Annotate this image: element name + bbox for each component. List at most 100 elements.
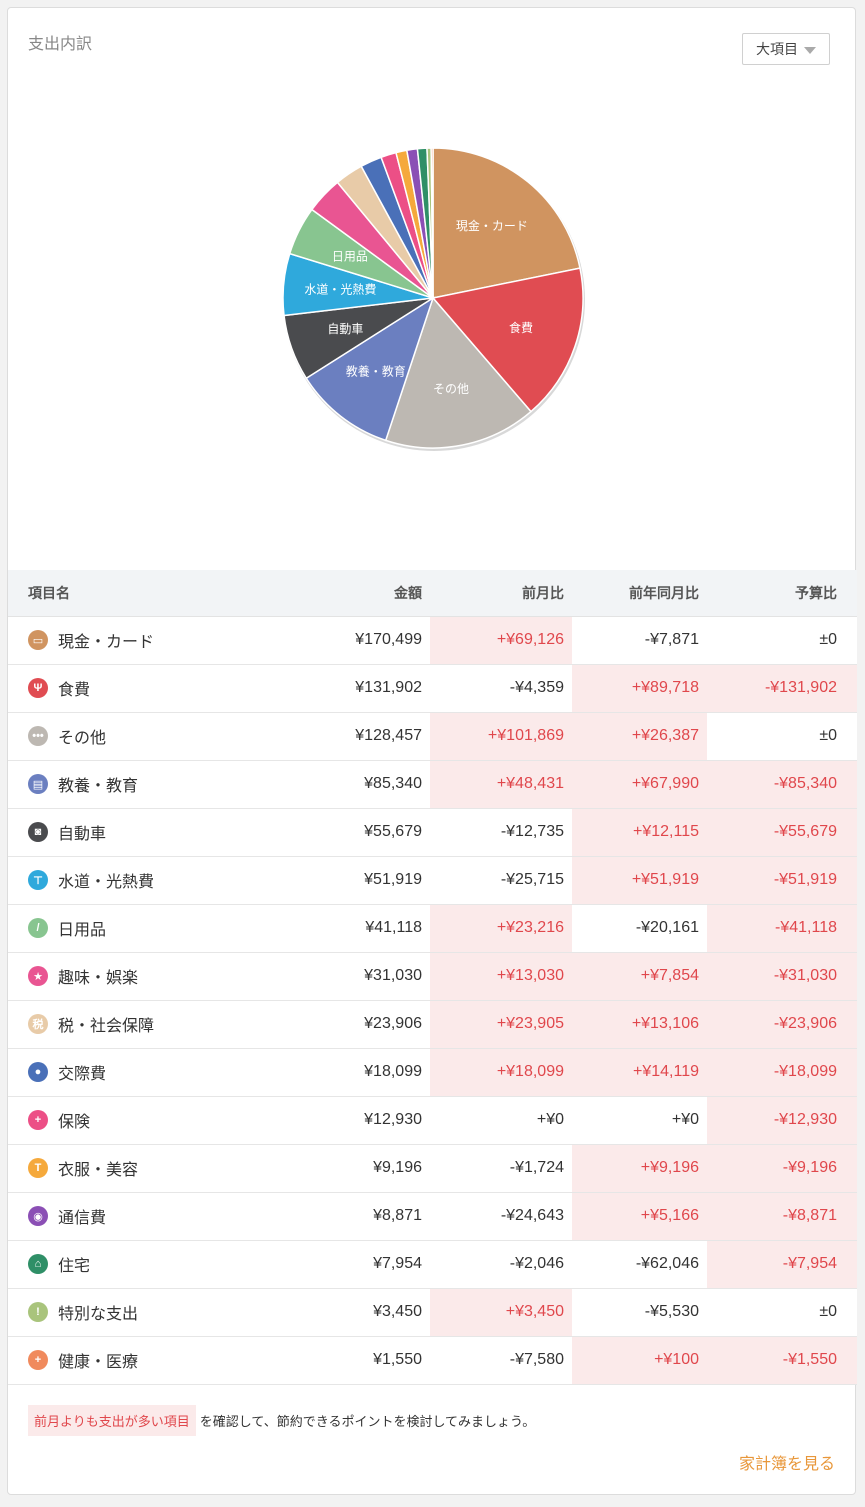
- cell-amount: ¥8,871: [288, 1192, 430, 1241]
- item-name-wrap: ! 特別な支出: [28, 1300, 288, 1324]
- cell-budget-ratio: -¥131,902: [707, 664, 857, 713]
- item-name-wrap: ● 交際費: [28, 1060, 288, 1084]
- item-name-wrap: 税税・社会保障: [28, 1012, 288, 1036]
- cell-item-name: ⊤ 水道・光熱費: [8, 856, 288, 905]
- faucet-icon: ⊤: [28, 870, 48, 890]
- category-label: 保険: [58, 1114, 91, 1131]
- cell-item-name: + 健康・医療: [8, 1336, 288, 1385]
- cell-item-name: ★ 趣味・娯楽: [8, 952, 288, 1001]
- antenna-icon: ◉: [28, 1206, 48, 1226]
- cell-month-over-month: +¥0: [430, 1096, 572, 1145]
- category-label: 自動車: [58, 826, 107, 843]
- cell-budget-ratio: -¥1,550: [707, 1336, 857, 1385]
- cell-amount: ¥3,450: [288, 1288, 430, 1337]
- item-name-wrap: + 健康・医療: [28, 1348, 288, 1372]
- item-name-wrap: ◉ 通信費: [28, 1204, 288, 1228]
- pie-slice[interactable]: [304, 296, 434, 442]
- table-row[interactable]: ★ 趣味・娯楽 ¥31,030 +¥13,030 +¥7,854 -¥31,030: [8, 952, 857, 1001]
- pie-slice-label: 日用品: [331, 249, 367, 263]
- view-household-ledger-link[interactable]: 家計簿を見る: [738, 1454, 835, 1473]
- item-name-wrap: / 日用品: [28, 916, 288, 940]
- table-row[interactable]: / 日用品 ¥41,118 +¥23,216 -¥20,161 -¥41,118: [8, 904, 857, 953]
- category-label: 教養・教育: [58, 778, 139, 795]
- cell-year-over-year: -¥20,161: [572, 904, 707, 953]
- table-row[interactable]: ▭ 現金・カード ¥170,499 +¥69,126 -¥7,871 ±0: [8, 616, 857, 665]
- cell-month-over-month: -¥25,715: [430, 856, 572, 905]
- pie-slice[interactable]: [384, 296, 532, 449]
- cell-month-over-month: -¥2,046: [430, 1240, 572, 1289]
- cell-item-name: ● 交際費: [8, 1048, 288, 1097]
- book-icon: ▤: [28, 774, 48, 794]
- table-row[interactable]: ! 特別な支出 ¥3,450 +¥3,450 -¥5,530 ±0: [8, 1288, 857, 1337]
- cell-budget-ratio: -¥85,340: [707, 760, 857, 809]
- footnote: 前月よりも支出が多い項目 を確認して、節約できるポイントを検討してみましょう。: [28, 1405, 535, 1436]
- pie-slice[interactable]: [431, 267, 584, 413]
- table-row[interactable]: ▤ 教養・教育 ¥85,340 +¥48,431 +¥67,990 -¥85,340: [8, 760, 857, 809]
- header-item-name[interactable]: 項目名: [8, 570, 288, 617]
- pie-slice[interactable]: [429, 147, 434, 299]
- tax-icon: 税: [28, 1014, 48, 1034]
- cell-month-over-month: +¥101,869: [430, 712, 572, 761]
- header-budget-ratio[interactable]: 予算比: [707, 570, 857, 617]
- cell-amount: ¥7,954: [288, 1240, 430, 1289]
- pie-slice-label: その他: [433, 382, 469, 396]
- category-label: 特別な支出: [58, 1306, 139, 1323]
- cell-year-over-year: -¥62,046: [572, 1240, 707, 1289]
- category-label: 日用品: [58, 922, 107, 939]
- header-month-over-month[interactable]: 前月比: [430, 570, 572, 617]
- table-row[interactable]: ⌂ 住宅 ¥7,954 -¥2,046 -¥62,046 -¥7,954: [8, 1240, 857, 1289]
- cell-month-over-month: +¥69,126: [430, 616, 572, 665]
- cell-budget-ratio: ±0: [707, 616, 857, 665]
- cell-budget-ratio: -¥12,930: [707, 1096, 857, 1145]
- expense-breakdown-card: 支出内訳 大項目 現金・カード 食費 その他 教養・教育 自動車 水道・光熱費 日用品 項目…: [7, 7, 857, 1495]
- cell-year-over-year: +¥0: [572, 1096, 707, 1145]
- header-amount[interactable]: 金額: [288, 570, 430, 617]
- cell-item-name: / 日用品: [8, 904, 288, 953]
- table-row[interactable]: + 健康・医療 ¥1,550 -¥7,580 +¥100 -¥1,550: [8, 1336, 857, 1385]
- cell-amount: ¥128,457: [288, 712, 430, 761]
- cell-year-over-year: +¥13,106: [572, 1000, 707, 1049]
- table-row[interactable]: ◙ 自動車 ¥55,679 -¥12,735 +¥12,115 -¥55,679: [8, 808, 857, 857]
- cell-budget-ratio: -¥23,906: [707, 1000, 857, 1049]
- cell-year-over-year: +¥7,854: [572, 952, 707, 1001]
- cell-year-over-year: +¥26,387: [572, 712, 707, 761]
- cell-amount: ¥85,340: [288, 760, 430, 809]
- cell-amount: ¥131,902: [288, 664, 430, 713]
- table-row[interactable]: ⊤ 水道・光熱費 ¥51,919 -¥25,715 +¥51,919 -¥51,919: [8, 856, 857, 905]
- chevron-down-icon: [804, 46, 816, 54]
- cell-year-over-year: +¥5,166: [572, 1192, 707, 1241]
- wallet-icon: ▭: [28, 630, 48, 650]
- header-year-over-year[interactable]: 前年同月比: [572, 570, 707, 617]
- item-name-wrap: ••• その他: [28, 724, 288, 748]
- table-row[interactable]: ● 交際費 ¥18,099 +¥18,099 +¥14,119 -¥18,099: [8, 1048, 857, 1097]
- table-row[interactable]: 税税・社会保障 ¥23,906 +¥23,905 +¥13,106 -¥23,906: [8, 1000, 857, 1049]
- pie-slice[interactable]: [431, 147, 581, 299]
- item-name-wrap: ★ 趣味・娯楽: [28, 964, 288, 988]
- cell-amount: ¥31,030: [288, 952, 430, 1001]
- table-row[interactable]: ••• その他 ¥128,457 +¥101,869 +¥26,387 ±0: [8, 712, 857, 761]
- category-label: その他: [58, 730, 107, 747]
- category-label: 税・社会保障: [58, 1018, 155, 1035]
- cell-item-name: 税税・社会保障: [8, 1000, 288, 1049]
- cell-month-over-month: +¥13,030: [430, 952, 572, 1001]
- cell-month-over-month: +¥3,450: [430, 1288, 572, 1337]
- pie-slice-label: 自動車: [327, 322, 363, 336]
- table-row[interactable]: T 衣服・美容 ¥9,196 -¥1,724 +¥9,196 -¥9,196: [8, 1144, 857, 1193]
- table-row[interactable]: + 保険 ¥12,930 +¥0 +¥0 -¥12,930: [8, 1096, 857, 1145]
- category-level-dropdown[interactable]: 大項目: [742, 33, 830, 65]
- item-name-wrap: ▤ 教養・教育: [28, 772, 288, 796]
- cell-item-name: ◉ 通信費: [8, 1192, 288, 1241]
- table-row[interactable]: ◉ 通信費 ¥8,871 -¥24,643 +¥5,166 -¥8,871: [8, 1192, 857, 1241]
- cell-budget-ratio: ±0: [707, 1288, 857, 1337]
- item-name-wrap: T 衣服・美容: [28, 1156, 288, 1180]
- cell-month-over-month: -¥1,724: [430, 1144, 572, 1193]
- table-row[interactable]: Ψ 食費 ¥131,902 -¥4,359 +¥89,718 -¥131,902: [8, 664, 857, 713]
- cell-amount: ¥9,196: [288, 1144, 430, 1193]
- cell-budget-ratio: -¥31,030: [707, 952, 857, 1001]
- cell-year-over-year: -¥7,871: [572, 616, 707, 665]
- table-header-row: 項目名 金額 前月比 前年同月比 予算比: [8, 570, 857, 617]
- cell-item-name: ••• その他: [8, 712, 288, 761]
- shirt-icon: T: [28, 1158, 48, 1178]
- item-name-wrap: + 保険: [28, 1108, 288, 1132]
- cell-budget-ratio: -¥41,118: [707, 904, 857, 953]
